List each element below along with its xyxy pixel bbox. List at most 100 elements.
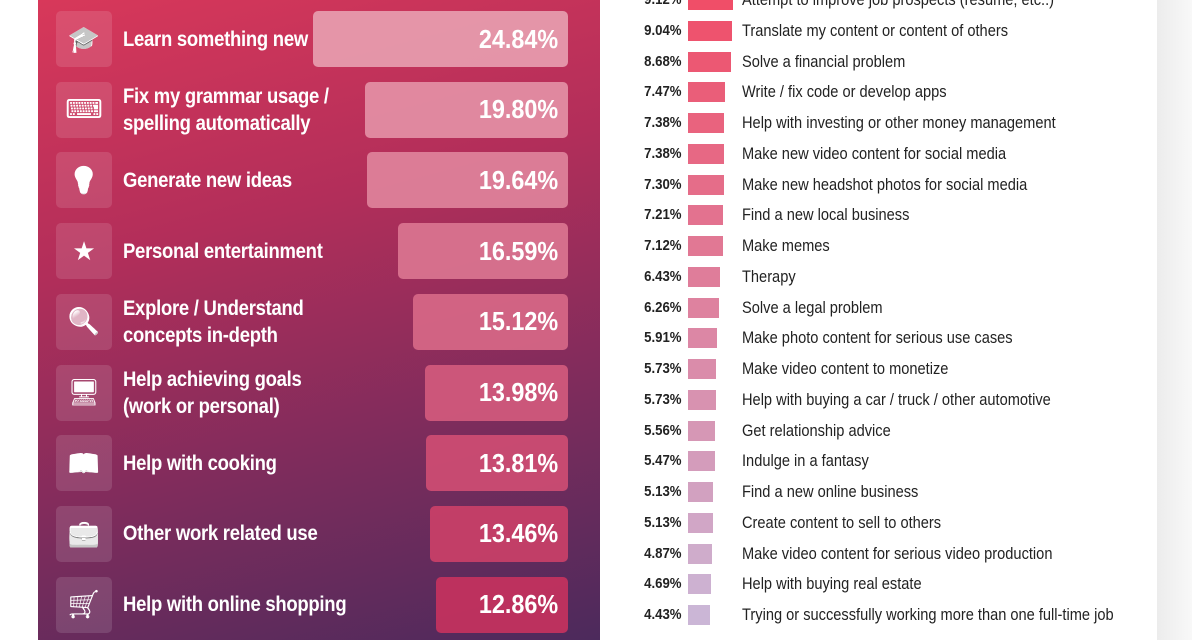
bar-value-label: 19.64% <box>478 164 558 195</box>
bar-row: 5.13% Find a new online business <box>600 479 1157 505</box>
bar-value-label: 4.43% <box>644 606 682 623</box>
bar-row: 💼 Other work related use 13.46% <box>38 505 600 562</box>
bar-label: Find a new online business <box>742 482 919 501</box>
bar <box>413 293 568 350</box>
bar-value-label: 5.91% <box>644 329 682 347</box>
bar <box>688 0 733 10</box>
shopping-cart-icon: 🛒 <box>56 576 112 633</box>
bar-label: Other work related use <box>123 506 352 562</box>
bar-row: 5.91% Make photo content for serious use … <box>600 325 1157 351</box>
bar-label: Generate new ideas <box>123 152 352 208</box>
bar-label: Indulge in a fantasy <box>742 451 869 471</box>
bar-label-line: Help with cooking <box>123 451 277 475</box>
bar-label: Make memes <box>742 236 830 255</box>
bar-value-label: 16.59% <box>478 235 558 266</box>
bar-row: 7.47% Write / fix code or develop apps <box>600 79 1157 105</box>
bar-row: 🛒 Help with online shopping 12.86% <box>38 576 600 633</box>
recipe-book-icon: 📖 <box>56 435 112 492</box>
bar-label: Help with online shopping <box>123 577 352 633</box>
bar-label-line: Explore / Understand <box>123 296 304 320</box>
bar-row: 5.73% Make video content to monetize <box>600 356 1157 382</box>
abc-cursor-icon: ⌨ <box>56 81 112 138</box>
bar-label: Make new video content for social media <box>742 143 1007 163</box>
bar-row: 5.73% Help with buying a car / truck / ot… <box>600 387 1157 413</box>
graduate-icon: 🎓 <box>56 11 112 67</box>
bar-row: 🖥 Help achieving goals (work or personal) 1… <box>38 364 600 421</box>
bar-row: 4.69% Help with buying real estate <box>600 571 1157 597</box>
bar-row: 7.38% Help with investing or other money … <box>600 110 1157 136</box>
bar-label-line: Generate new ideas <box>123 168 292 192</box>
bar-label: Help with buying real estate <box>742 574 922 594</box>
bar-value-label: 8.68% <box>644 52 682 70</box>
bar <box>688 297 719 318</box>
bar-value-label: 13.46% <box>478 518 558 549</box>
bar <box>688 574 711 595</box>
bar <box>430 505 568 562</box>
bar-value-label: 7.47% <box>644 83 682 101</box>
bar-row: 🔍 Explore / Understand concepts in-depth 15… <box>38 293 600 350</box>
bar <box>313 11 568 67</box>
bar-row: 6.26% Solve a legal problem <box>600 295 1157 321</box>
bar-label: Make video content to monetize <box>742 359 949 378</box>
bar-label: Create content to sell to others <box>742 512 942 532</box>
bar <box>688 51 731 72</box>
bar-value-label: 5.73% <box>644 360 682 377</box>
bar-label: Therapy <box>742 266 796 286</box>
bar <box>688 451 715 472</box>
bar <box>688 266 720 287</box>
bar-value-label: 9.04% <box>644 21 682 39</box>
bar <box>688 174 724 195</box>
bar-label: Explore / Understand concepts in-depth <box>123 294 352 350</box>
bar-value-label: 7.38% <box>644 144 682 162</box>
bar <box>366 152 568 209</box>
bar-row: 📖 Help with cooking 13.81% <box>38 435 600 492</box>
bar-label: Make photo content for serious use cases <box>742 328 1013 348</box>
bar <box>688 389 717 410</box>
bar-value-label: 5.13% <box>644 483 682 500</box>
bar-label: Find a new local business <box>742 205 910 225</box>
lightbulb-cube-icon: 💡 <box>56 152 112 209</box>
bar-value-label: 5.47% <box>644 452 682 470</box>
bar <box>424 364 568 421</box>
bar-label-line: Personal entertainment <box>123 239 323 263</box>
bar-row: 9.12% Attempt to improve job prospects (r… <box>600 0 1157 13</box>
bar-row: 5.47% Indulge in a fantasy <box>600 448 1157 474</box>
bar-row: ★ Personal entertainment 16.59% <box>38 223 600 280</box>
bar-label-line: Fix my grammar usage / <box>123 84 329 108</box>
bar-value-label: 4.87% <box>644 544 682 562</box>
bar-value-label: 24.84% <box>478 23 558 54</box>
bar-value-label: 7.12% <box>644 237 682 254</box>
ticket-star-icon: ★ <box>56 223 112 280</box>
bar-label-line: Help with online shopping <box>123 593 347 617</box>
bar <box>426 435 568 492</box>
bar-label: Make video content for serious video pro… <box>742 543 1053 563</box>
bar-label: Solve a financial problem <box>742 51 906 71</box>
bar-value-label: 19.80% <box>478 94 558 125</box>
bar-label: Solve a legal problem <box>742 297 883 317</box>
bar-value-label: 5.13% <box>644 513 682 531</box>
monitor-target-icon: 🖥 <box>56 364 112 421</box>
bar-label-line: Help achieving goals <box>123 367 302 391</box>
briefcase-icon: 💼 <box>56 505 112 562</box>
bar-label: Fix my grammar usage / spelling automatic… <box>123 82 352 138</box>
bar-value-label: 12.86% <box>478 589 558 620</box>
bar <box>688 512 714 533</box>
bar-value-label: 15.12% <box>478 306 558 337</box>
bar-row: 8.68% Solve a financial problem <box>600 49 1157 75</box>
bar <box>397 223 568 280</box>
bar-label-line: concepts in-depth <box>123 323 278 347</box>
bar-value-label: 13.81% <box>478 447 558 478</box>
bar-value-label: 5.73% <box>644 390 682 408</box>
bar-label-line: Other work related use <box>123 522 318 546</box>
bar <box>688 328 717 349</box>
bar <box>688 359 717 379</box>
bar-label: Write / fix code or develop apps <box>742 82 947 102</box>
bar-label: Make new headshot photos for social medi… <box>742 174 1028 194</box>
bar-value-label: 7.21% <box>644 206 682 224</box>
bar-value-label: 4.69% <box>644 575 682 593</box>
bar <box>688 205 724 226</box>
bar-row: 6.43% Therapy <box>600 264 1157 290</box>
bar-row: 7.12% Make memes <box>600 233 1157 259</box>
bar-value-label: 7.38% <box>644 114 682 131</box>
bar <box>688 143 725 164</box>
